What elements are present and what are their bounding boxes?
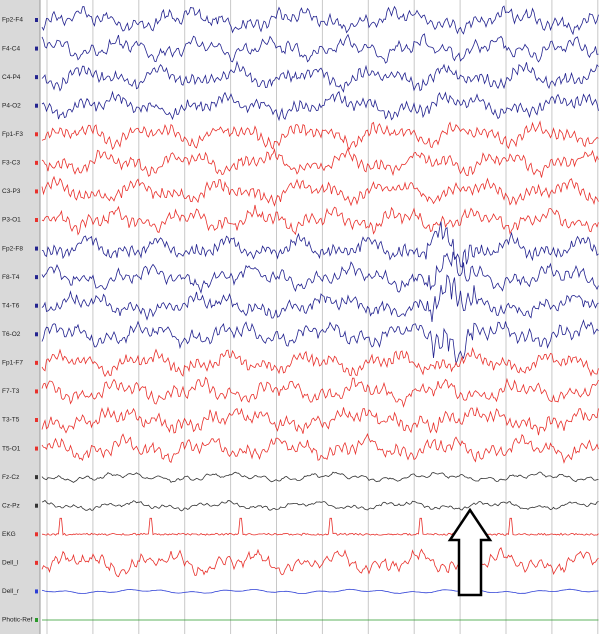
channel-marker bbox=[35, 446, 38, 451]
channel-label: T6-O2 bbox=[2, 331, 21, 338]
channel-marker bbox=[35, 18, 38, 22]
eeg-trace bbox=[41, 147, 599, 178]
channel-label: F8-T4 bbox=[2, 274, 20, 281]
eeg-trace bbox=[41, 471, 599, 483]
eeg-trace bbox=[41, 175, 599, 207]
eeg-trace bbox=[41, 5, 599, 36]
channel-label: Dell_l bbox=[2, 560, 19, 567]
eeg-trace bbox=[41, 221, 599, 268]
channel-label: Fz-Cz bbox=[2, 474, 19, 481]
channel-marker bbox=[35, 360, 38, 365]
eeg-trace bbox=[41, 588, 599, 594]
channel-label: C3-P3 bbox=[2, 188, 21, 195]
eeg-trace bbox=[41, 346, 599, 378]
eeg-trace bbox=[41, 433, 599, 464]
channel-marker bbox=[35, 46, 38, 51]
channel-label: F3-C3 bbox=[2, 160, 20, 167]
channel-marker bbox=[35, 103, 38, 108]
eeg-trace bbox=[41, 499, 599, 512]
eeg-trace bbox=[41, 319, 599, 366]
channel-marker bbox=[35, 389, 38, 394]
channel-label: Photic-Ref bbox=[2, 617, 33, 624]
channel-marker bbox=[35, 503, 38, 508]
eeg-trace bbox=[41, 90, 599, 122]
channel-marker bbox=[35, 189, 38, 194]
channel-marker bbox=[35, 332, 38, 337]
eeg-trace bbox=[41, 406, 599, 436]
channel-marker bbox=[35, 160, 38, 165]
eeg-trace bbox=[41, 517, 599, 536]
labels: Fp2-F4 F4-C4 C4-P4 P4-O2 Fp1-F3 F3-C3 C3-P3 P3-… bbox=[2, 17, 38, 624]
eeg-trace bbox=[41, 120, 599, 151]
channel-marker bbox=[35, 246, 38, 251]
channel-label: Fp1-F3 bbox=[2, 131, 23, 138]
eeg-trace bbox=[41, 251, 599, 295]
grid bbox=[46, 0, 599, 634]
channel-label: F4-C4 bbox=[2, 45, 20, 52]
eeg-trace bbox=[41, 376, 599, 408]
channel-marker bbox=[35, 303, 38, 308]
channel-marker bbox=[35, 75, 38, 80]
channel-label: Fp1-F7 bbox=[2, 360, 23, 367]
channel-label: F7-T3 bbox=[2, 388, 20, 395]
eeg-trace bbox=[41, 204, 599, 236]
channel-marker bbox=[35, 560, 38, 565]
channel-label: Fp2-F8 bbox=[2, 245, 23, 252]
eeg-trace bbox=[41, 60, 599, 93]
channel-marker bbox=[35, 275, 38, 280]
channel-label: T5-O1 bbox=[2, 445, 21, 452]
traces bbox=[41, 5, 599, 621]
channel-label: T3-T5 bbox=[2, 417, 20, 424]
arrow bbox=[447, 507, 493, 597]
channel-label: Cz-Pz bbox=[2, 502, 20, 509]
channel-marker bbox=[35, 475, 38, 480]
channel-label: C4-P4 bbox=[2, 74, 21, 81]
channel-label: P4-O2 bbox=[2, 102, 21, 109]
channel-marker bbox=[35, 218, 38, 222]
channel-marker bbox=[35, 618, 38, 622]
eeg-trace bbox=[41, 274, 599, 323]
eeg-trace bbox=[41, 33, 599, 64]
channel-label: P3-O1 bbox=[2, 217, 21, 224]
channel-marker bbox=[35, 132, 38, 137]
channel-label: EKG bbox=[2, 531, 16, 538]
label-panel bbox=[0, 0, 40, 634]
channel-label: Fp2-F4 bbox=[2, 17, 23, 24]
channel-marker bbox=[35, 532, 38, 537]
eeg-trace bbox=[41, 547, 599, 578]
channel-label: T4-T6 bbox=[2, 302, 20, 309]
channel-label: Dell_r bbox=[2, 588, 20, 595]
channel-marker bbox=[35, 418, 38, 422]
channel-marker bbox=[35, 589, 38, 594]
